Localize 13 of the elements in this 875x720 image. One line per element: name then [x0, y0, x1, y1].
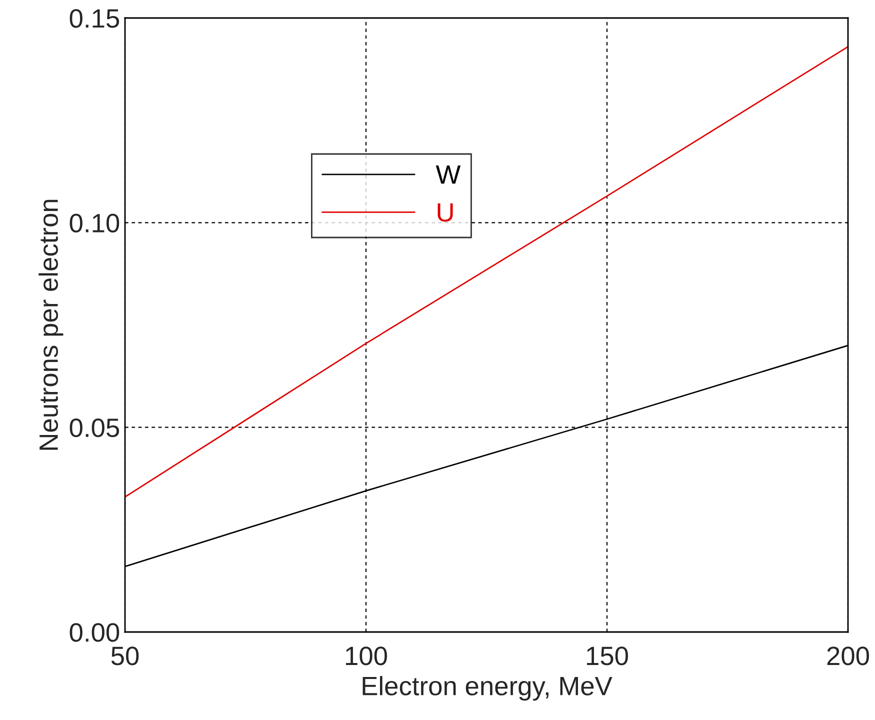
legend-label: U [438, 203, 453, 222]
x-tick-label: 200 [827, 646, 869, 666]
y-tick-label: 0.00 [70, 623, 120, 642]
line-series [125, 46, 848, 498]
legend-label: W [436, 166, 461, 184]
x-axis-title: Electron energy, MeV [362, 676, 612, 701]
y-tick-label: 0.15 [70, 9, 120, 28]
x-tick-label: 150 [587, 646, 628, 666]
y-tick-label: 0.05 [70, 418, 120, 438]
y-axis-title: Neutrons per electron [38, 200, 64, 450]
x-tick-label: 50 [111, 646, 139, 666]
x-tick-label: 100 [346, 646, 387, 666]
y-tick-label: 0.10 [70, 214, 120, 232]
